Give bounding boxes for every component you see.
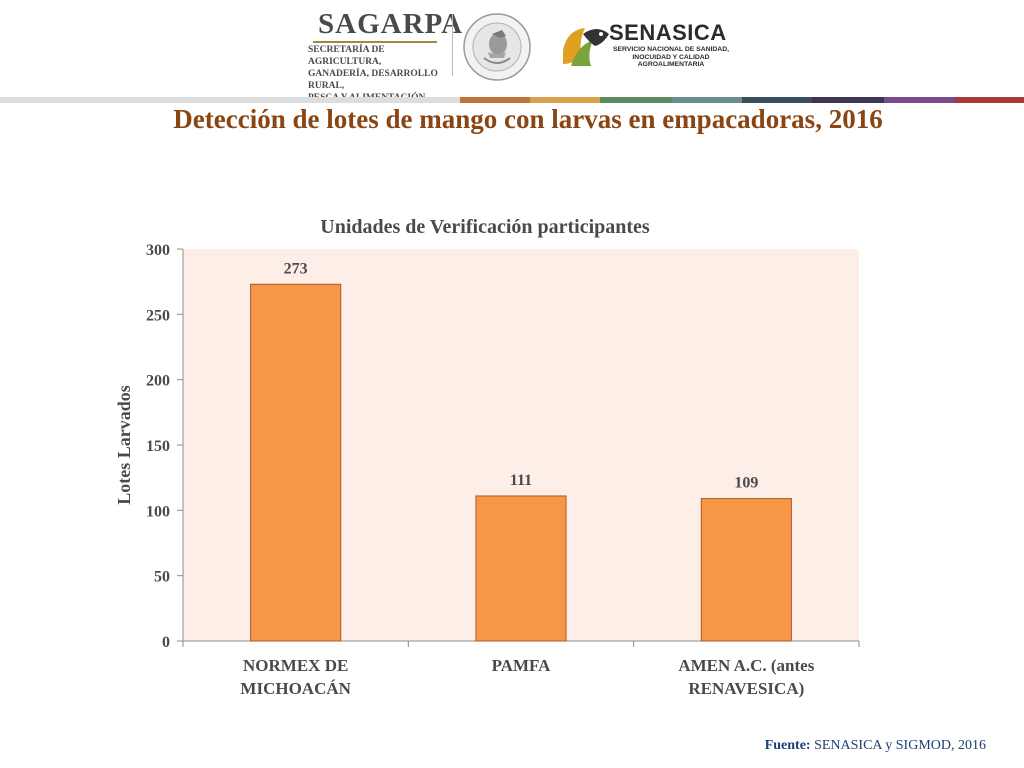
y-tick-label: 0 <box>162 634 170 651</box>
source-footer: Fuente: SENASICA y SIGMOD, 2016 <box>765 738 986 754</box>
senasica-subtitle-line-3: AGROALIMENTARIA <box>637 61 705 68</box>
data-label: 111 <box>510 472 532 489</box>
y-tick-label: 200 <box>146 373 170 390</box>
x-tick-label: MICHOACÁN <box>240 679 351 698</box>
data-label: 273 <box>284 260 308 277</box>
bar-chart: Unidades de Verificación participantes 0 5… <box>114 216 860 698</box>
senasica-subtitle-line-2: INOCUIDAD Y CALIDAD <box>632 53 710 61</box>
y-tick-label: 50 <box>154 569 170 586</box>
stripe-segment <box>812 97 884 103</box>
y-tick-label: 250 <box>146 307 170 324</box>
header-logos: SAGARPA SECRETARÍA DE AGRICULTURA, GANAD… <box>0 0 1024 103</box>
y-tick-label: 100 <box>146 503 170 520</box>
senasica-subtitle: SERVICIO NACIONAL DE SANIDAD, INOCUIDAD … <box>611 46 731 69</box>
bar <box>250 283 342 642</box>
stripe-segment <box>955 97 1024 103</box>
y-axis-label: Lotes Larvados <box>114 385 134 505</box>
stripe-segment <box>884 97 955 103</box>
y-tick-label: 150 <box>146 438 170 455</box>
sagarpa-subtitle: SECRETARÍA DE AGRICULTURA, GANADERÍA, DE… <box>308 44 448 104</box>
senasica-subtitle-line-1: SERVICIO NACIONAL DE SANIDAD, <box>612 46 730 53</box>
source-text: SENASICA y SIGMOD, 2016 <box>810 738 986 753</box>
stripe-segment <box>530 97 600 103</box>
x-tick-label: RENAVESICA) <box>688 679 804 698</box>
stripe-segment <box>600 97 672 103</box>
x-tick-label: AMEN A.C. (antes <box>678 656 814 675</box>
stripe-segment <box>0 97 460 103</box>
senasica-logo-text: SENASICA <box>609 20 727 45</box>
x-tick-label: PAMFA <box>492 656 552 675</box>
stripe-segment <box>460 97 530 103</box>
mexican-coat-of-arms-seal-icon <box>463 13 531 81</box>
sagarpa-subtitle-line-1: SECRETARÍA DE AGRICULTURA, <box>308 45 385 67</box>
slide-title: Detección de lotes de mango con larvas e… <box>173 104 883 134</box>
chart-title: Unidades de Verificación participantes <box>320 216 650 238</box>
senasica-logo-mark-icon <box>563 28 609 66</box>
bar <box>700 498 792 642</box>
sagarpa-underline <box>313 41 437 43</box>
y-tick-label: 300 <box>146 242 170 259</box>
source-label: Fuente: <box>764 738 811 753</box>
bar <box>475 495 567 642</box>
stripe-segment <box>672 97 742 103</box>
sagarpa-logo-text: SAGARPA <box>318 8 464 40</box>
x-tick-label: NORMEX DE <box>243 656 348 675</box>
stripe-segment <box>742 97 812 103</box>
sagarpa-subtitle-line-2: GANADERÍA, DESARROLLO RURAL, <box>308 69 438 91</box>
logo-divider <box>452 14 453 76</box>
data-label: 109 <box>734 475 758 492</box>
